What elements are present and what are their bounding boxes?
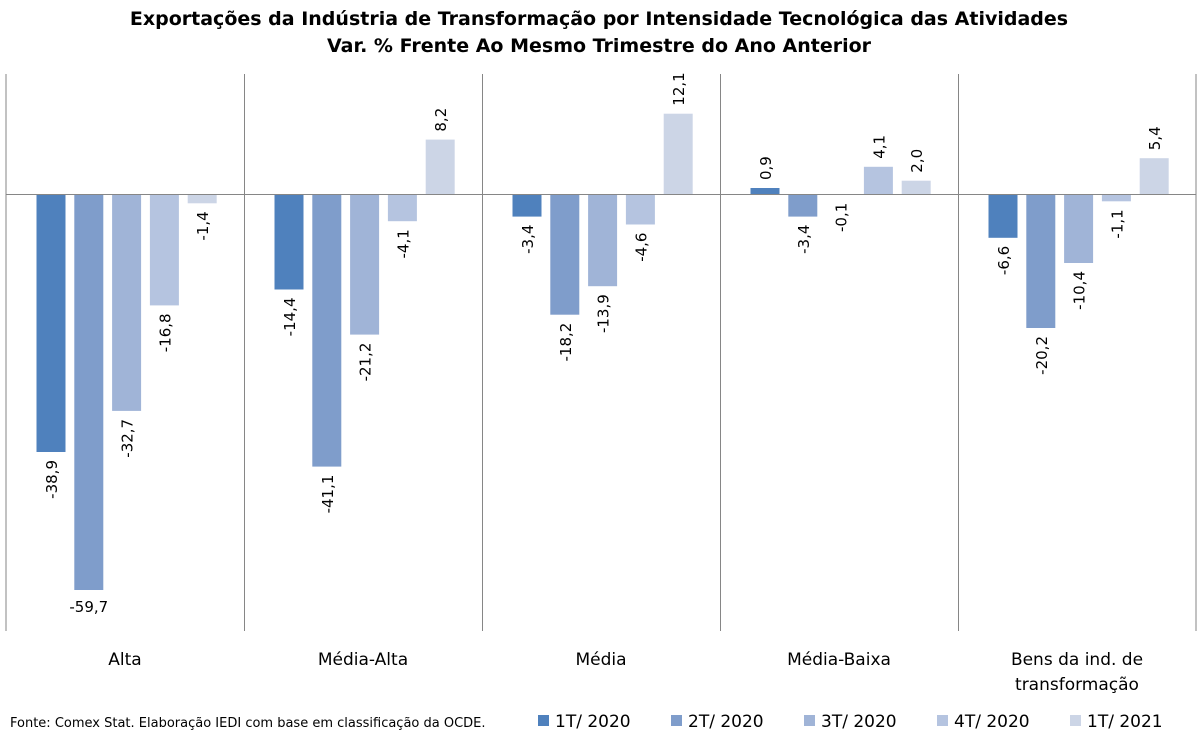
bar <box>187 194 217 204</box>
data-label: -4,1 <box>394 229 412 258</box>
bar <box>425 139 455 194</box>
legend-label: 2T/ 2020 <box>688 712 764 732</box>
bar <box>625 194 655 225</box>
category-label: Média-Alta <box>318 650 408 670</box>
bar <box>1064 194 1094 263</box>
source-note: Fonte: Comex Stat. Elaboração IEDI com b… <box>10 716 486 731</box>
category-label-line: Bens da ind. de <box>1011 650 1143 670</box>
legend-swatch <box>937 715 948 726</box>
data-label: -14,4 <box>281 298 299 337</box>
category-label-line: Alta <box>108 650 141 670</box>
bar <box>274 194 304 290</box>
bar <box>788 194 818 217</box>
category-label: Alta <box>108 650 141 670</box>
data-label: -18,2 <box>557 323 575 362</box>
data-label: -6,6 <box>995 246 1013 275</box>
bar <box>588 194 618 287</box>
data-label: -10,4 <box>1071 271 1089 310</box>
bar <box>387 194 417 222</box>
legend-swatch <box>804 715 815 726</box>
legend-label: 3T/ 2020 <box>821 712 897 732</box>
bar <box>1101 194 1131 202</box>
data-label: -41,1 <box>319 475 337 514</box>
category-label: Média <box>575 650 626 670</box>
data-label: -0,1 <box>833 203 851 232</box>
chart-title-line1: Exportações da Indústria de Transformaçã… <box>129 8 1069 30</box>
data-label: -20,2 <box>1033 336 1051 375</box>
data-label: 5,4 <box>1146 126 1164 150</box>
data-label: 2,0 <box>908 149 926 173</box>
bar <box>750 188 780 194</box>
data-label: -1,4 <box>194 211 212 240</box>
bar <box>149 194 179 306</box>
data-label: 0,9 <box>757 156 775 180</box>
bar <box>1139 158 1169 194</box>
data-label: -1,1 <box>1108 209 1126 238</box>
category-label: Média-Baixa <box>787 650 891 670</box>
category-label-line: Média <box>575 650 626 670</box>
category-label-line: Média-Alta <box>318 650 408 670</box>
chart-title: Exportações da Indústria de Transformaçã… <box>0 6 1198 60</box>
bar <box>863 166 893 194</box>
data-label: -21,2 <box>357 343 375 382</box>
bar <box>550 194 580 315</box>
bar <box>901 180 931 194</box>
data-label: -13,9 <box>595 294 613 333</box>
category-label: Bens da ind. de transformação <box>1011 650 1143 695</box>
bar <box>988 194 1018 238</box>
data-label: 12,1 <box>670 72 688 105</box>
legend-label: 1T/ 2021 <box>1087 712 1163 732</box>
data-label: 8,2 <box>432 108 450 132</box>
bar <box>312 194 342 467</box>
bar <box>663 113 693 194</box>
legend-swatch <box>671 715 682 726</box>
data-label: -3,4 <box>519 225 537 254</box>
chart-subtitle: Var. % Frente Ao Mesmo Trimestre do Ano … <box>326 35 872 57</box>
bar <box>512 194 542 217</box>
data-label: 4,1 <box>870 135 888 159</box>
data-label: -38,9 <box>43 460 61 499</box>
data-label: -3,4 <box>795 225 813 254</box>
bar <box>112 194 142 411</box>
data-label: -4,6 <box>632 233 650 262</box>
legend-swatch <box>1070 715 1081 726</box>
bar <box>36 194 66 452</box>
legend-label: 1T/ 2020 <box>555 712 631 732</box>
bar <box>74 194 104 590</box>
data-label: -59,7 <box>69 598 108 616</box>
data-label: -16,8 <box>156 313 174 352</box>
data-label: -32,7 <box>119 419 137 458</box>
bar <box>1026 194 1056 328</box>
category-label-line: Média-Baixa <box>787 650 891 670</box>
bar <box>350 194 380 335</box>
legend-label: 4T/ 2020 <box>954 712 1030 732</box>
legend-swatch <box>538 715 549 726</box>
category-label-line: transformação <box>1015 675 1139 695</box>
